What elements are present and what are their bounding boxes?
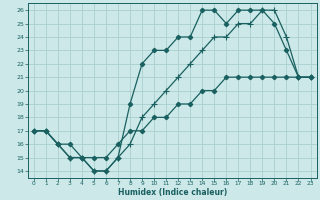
X-axis label: Humidex (Indice chaleur): Humidex (Indice chaleur) xyxy=(117,188,227,197)
